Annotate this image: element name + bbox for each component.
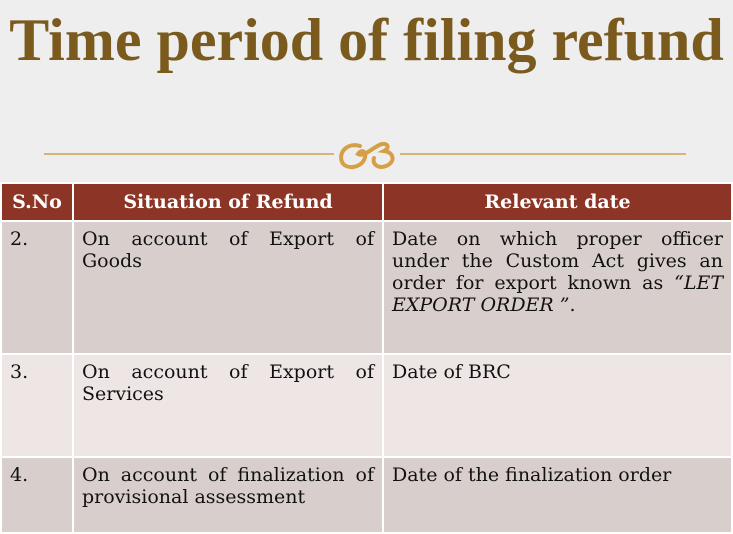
table-header: S.No Situation of Refund Relevant date — [0, 182, 733, 222]
table-row: 2. On account of Export of Goods Date on… — [0, 220, 733, 355]
header-date: Relevant date — [382, 182, 733, 222]
date-end: . — [569, 294, 576, 316]
cell-sno: 3. — [0, 353, 74, 458]
cell-date: Date on which proper officer under the C… — [382, 220, 733, 355]
header-situation: Situation of Refund — [72, 182, 384, 222]
date-emphasis: “LET EXPORT ORDER ” — [392, 272, 723, 316]
ornament-icon — [334, 138, 400, 172]
cell-situation: On account of finalization of provisiona… — [72, 456, 384, 534]
cell-date: Date of the finalization order — [382, 456, 733, 534]
table-row: 3. On account of Export of Services Date… — [0, 353, 733, 458]
cell-date: Date of BRC — [382, 353, 733, 458]
slide-title: Time period of filing refund — [9, 7, 724, 73]
date-text: Date on which proper officer under the C… — [392, 228, 723, 294]
cell-sno: 4. — [0, 456, 74, 534]
cell-situation: On account of Export of Services — [72, 353, 384, 458]
refund-table: S.No Situation of Refund Relevant date 2… — [0, 182, 733, 534]
table-row: 4. On account of finalization of provisi… — [0, 456, 733, 534]
cell-sno: 2. — [0, 220, 74, 355]
header-sno: S.No — [0, 182, 74, 222]
cell-situation: On account of Export of Goods — [72, 220, 384, 355]
